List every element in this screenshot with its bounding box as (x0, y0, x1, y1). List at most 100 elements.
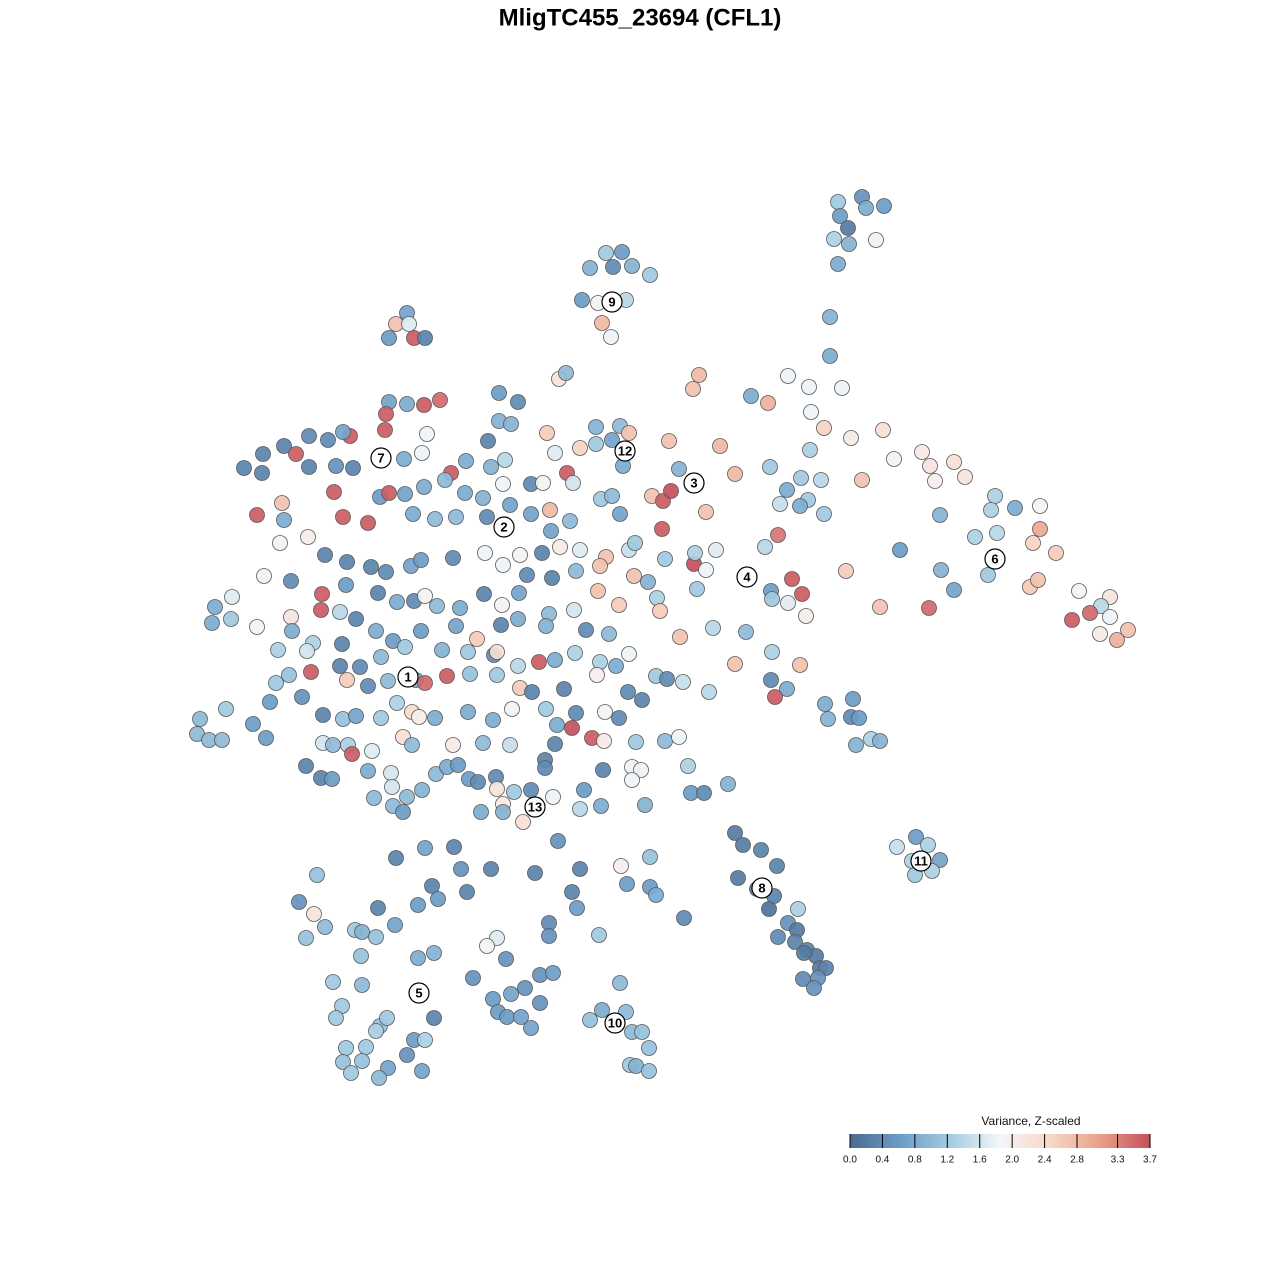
point (399, 396, 415, 412)
point (565, 475, 581, 491)
point (843, 430, 859, 446)
point (572, 440, 588, 456)
point (249, 507, 265, 523)
point (820, 711, 836, 727)
point (434, 642, 450, 658)
point (593, 798, 609, 814)
point (608, 658, 624, 674)
point (416, 479, 432, 495)
point (613, 858, 629, 874)
point (538, 618, 554, 634)
point (621, 425, 637, 441)
point (453, 861, 469, 877)
point (532, 967, 548, 983)
point (404, 737, 420, 753)
point (298, 758, 314, 774)
point (624, 258, 640, 274)
point (499, 1009, 515, 1025)
point (612, 506, 628, 522)
point (946, 454, 962, 470)
point (659, 671, 675, 687)
point (806, 980, 822, 996)
cluster-badge (604, 1012, 626, 1034)
point (547, 652, 563, 668)
point (335, 1054, 351, 1070)
point (301, 459, 317, 475)
point (249, 619, 265, 635)
point (605, 259, 621, 275)
point (439, 668, 455, 684)
point (794, 586, 810, 602)
cluster-badge (601, 291, 623, 313)
colorbar-tick-label: 3.7 (1143, 1155, 1157, 1166)
point (424, 878, 440, 894)
point (648, 887, 664, 903)
point (352, 659, 368, 675)
point (523, 1020, 539, 1036)
cluster-badge (397, 666, 419, 688)
point (803, 404, 819, 420)
point (626, 568, 642, 584)
point (399, 789, 415, 805)
point (649, 590, 665, 606)
point (414, 782, 430, 798)
point (475, 490, 491, 506)
point (769, 858, 785, 874)
point (545, 789, 561, 805)
point (448, 618, 464, 634)
point (192, 711, 208, 727)
point (851, 710, 867, 726)
point (841, 236, 857, 252)
chart-title: MligTC455_23694 (CFL1) (499, 4, 782, 31)
point (370, 900, 386, 916)
point (495, 804, 511, 820)
point (927, 473, 943, 489)
point (691, 367, 707, 383)
point (572, 801, 588, 817)
point (335, 509, 351, 525)
point (445, 550, 461, 566)
point (448, 509, 464, 525)
point (727, 466, 743, 482)
point (591, 927, 607, 943)
point (627, 535, 643, 551)
point (354, 1053, 370, 1069)
point (543, 523, 559, 539)
point (495, 557, 511, 573)
point (830, 256, 846, 272)
point (483, 459, 499, 475)
point (348, 708, 364, 724)
point (262, 694, 278, 710)
point (576, 782, 592, 798)
point (770, 527, 786, 543)
point (503, 986, 519, 1002)
point (572, 861, 588, 877)
point (689, 581, 705, 597)
point (396, 451, 412, 467)
point (868, 232, 884, 248)
point (389, 695, 405, 711)
point (535, 475, 551, 491)
point (696, 785, 712, 801)
point (315, 707, 331, 723)
point (377, 422, 393, 438)
point (1064, 612, 1080, 628)
point (801, 379, 817, 395)
point (840, 220, 856, 236)
point (784, 571, 800, 587)
point (767, 689, 783, 705)
point (634, 692, 650, 708)
point (793, 470, 809, 486)
point (256, 568, 272, 584)
colorbar-tick-label: 0.0 (843, 1155, 857, 1166)
point (414, 445, 430, 461)
point (301, 428, 317, 444)
point (313, 602, 329, 618)
point (675, 674, 691, 690)
point (343, 1065, 359, 1081)
point (405, 506, 421, 522)
point (832, 208, 848, 224)
point (816, 420, 832, 436)
point (770, 929, 786, 945)
point (657, 551, 673, 567)
